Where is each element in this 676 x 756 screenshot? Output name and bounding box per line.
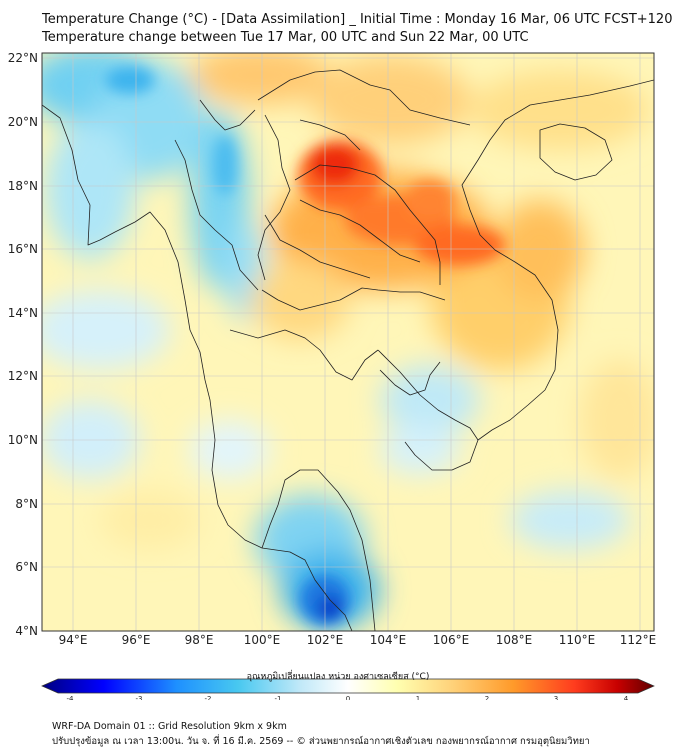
colorbar-tick-label: -3 [136, 695, 143, 700]
lat-tick-label: 6°N [15, 560, 38, 574]
lon-tick-label: 112°E [620, 633, 657, 647]
lat-tick-label: 16°N [8, 242, 38, 256]
lat-tick-label: 10°N [8, 433, 38, 447]
lat-tick-label: 12°N [8, 369, 38, 383]
map-figure: 22°N 20°N 18°N 16°N 14°N 12°N 10°N 8°N 6… [8, 51, 657, 700]
temperature-field [42, 53, 654, 631]
colorbar-tick-label: -4 [67, 695, 75, 700]
colorbar-tick-label: 2 [485, 695, 489, 700]
map-frame [41, 52, 655, 632]
colorbar-tick-label: -1 [275, 695, 282, 700]
lat-tick-label: 14°N [8, 306, 38, 320]
lon-tick-label: 100°E [244, 633, 281, 647]
footer-update-credit: ปรับปรุงข้อมูล ณ เวลา 13:00น. วัน จ. ที่… [52, 736, 590, 747]
lat-tick-label: 22°N [8, 51, 38, 65]
lon-tick-label: 102°E [307, 633, 344, 647]
coastlines [42, 69, 654, 631]
footer-domain-info: WRF-DA Domain 01 :: Grid Resolution 9km … [52, 721, 287, 732]
colorbar-tick-label: 0 [346, 695, 350, 700]
lat-axis: 22°N 20°N 18°N 16°N 14°N 12°N 10°N 8°N 6… [8, 51, 38, 638]
map-subtitle: Temperature change between Tue 17 Mar, 0… [42, 30, 529, 45]
lat-tick-label: 8°N [15, 497, 38, 511]
lon-tick-label: 104°E [370, 633, 407, 647]
lat-tick-label: 20°N [8, 115, 38, 129]
lat-tick-label: 4°N [15, 624, 38, 638]
colorbar-tick-label: 1 [416, 695, 420, 700]
lon-tick-label: 98°E [185, 633, 214, 647]
map-title: Temperature Change (°C) - [Data Assimila… [42, 12, 673, 27]
colorbar: -4 -3 -2 -1 0 1 2 3 4 [41, 678, 655, 700]
colorbar-tick-label: 3 [554, 695, 558, 700]
lon-tick-label: 110°E [559, 633, 596, 647]
map-gridlines [42, 53, 654, 631]
colorbar-title: อุณหภูมิเปลี่ยนแปลง หน่วย องศาเซลเซียส (… [246, 672, 430, 682]
lon-tick-label: 106°E [433, 633, 470, 647]
colorbar-tick-label: 4 [624, 695, 629, 700]
lon-tick-label: 108°E [496, 633, 533, 647]
lon-tick-label: 94°E [59, 633, 88, 647]
colorbar-scale [41, 678, 655, 694]
lon-tick-label: 96°E [122, 633, 151, 647]
lon-axis: 94°E 96°E 98°E 100°E 102°E 104°E 106°E 1… [59, 633, 657, 647]
colorbar-tick-label: -2 [205, 695, 212, 700]
lat-tick-label: 18°N [8, 179, 38, 193]
